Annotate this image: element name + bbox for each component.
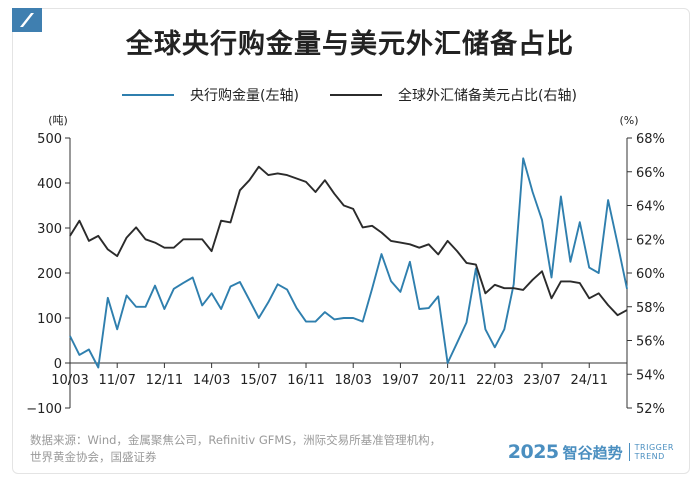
brand-name-en-line-1: TRIGGER (634, 443, 674, 452)
brand-name: 智谷趋势 (562, 443, 623, 462)
left-tick-label: 300 (37, 222, 62, 237)
x-tick-label: 12/11 (146, 373, 183, 388)
data-source-note: 数据来源：Wind，金属聚焦公司，Refinitiv GFMS，洲际交易所基准管… (30, 432, 441, 466)
right-tick-label: 56% (636, 335, 665, 350)
x-tick-label: 18/03 (334, 373, 371, 388)
x-tick-label: 11/07 (98, 373, 135, 388)
legend-label-usd: 全球外汇储备美元占比(右轴) (398, 88, 577, 104)
right-tick-label: 66% (636, 166, 665, 181)
legend-label-gold: 央行购金量(左轴) (190, 88, 299, 104)
x-tick-label: 10/03 (51, 373, 88, 388)
brand-name-en-line-2: TREND (634, 452, 665, 461)
legend-swatch-usd (330, 94, 382, 96)
series-line-usd-reserve-share (69, 165, 628, 317)
left-tick-label: −100 (26, 402, 62, 417)
source-line-2: 世界黄金协会，国盛证券 (30, 450, 157, 464)
x-tick-label: 15/07 (240, 373, 277, 388)
brand-name-en: TRIGGER TREND (628, 443, 674, 461)
left-tick-label: 100 (37, 312, 62, 327)
right-tick-label: 58% (636, 301, 665, 316)
chart-title: 全球央行购金量与美元外汇储备占比 (126, 29, 574, 60)
right-tick-label: 54% (636, 368, 665, 383)
right-tick-label: 68% (636, 132, 665, 147)
x-tick-label: 24/11 (571, 373, 608, 388)
corner-logo-icon (12, 8, 42, 32)
right-tick-label: 60% (636, 267, 665, 282)
left-tick-label: 500 (37, 132, 62, 147)
x-tick-label: 19/07 (382, 373, 419, 388)
right-tick-label: 62% (636, 233, 665, 248)
x-tick-label: 16/11 (287, 373, 324, 388)
right-tick-label: 52% (636, 402, 665, 417)
brand-logo: 2025 智谷趋势 TRIGGER TREND (508, 441, 674, 463)
left-tick-label: 200 (37, 267, 62, 282)
left-tick-label: 400 (37, 177, 62, 192)
x-tick-label: 22/03 (476, 373, 513, 388)
x-tick-label: 14/03 (193, 373, 230, 388)
right-axis-unit: (%) (619, 114, 638, 127)
chart-legend: 央行购金量(左轴) 全球外汇储备美元占比(右轴) (0, 84, 700, 106)
left-tick-label: 0 (54, 357, 62, 372)
series-line-gold-purchases (69, 157, 628, 369)
left-axis-unit: (吨) (48, 114, 68, 127)
legend-swatch-gold (122, 94, 174, 96)
x-tick-label: 23/07 (523, 373, 560, 388)
right-tick-label: 64% (636, 200, 665, 215)
legend-item-usd: 全球外汇储备美元占比(右轴) (330, 84, 577, 106)
x-tick-label: 20/11 (429, 373, 466, 388)
legend-item-gold: 央行购金量(左轴) (122, 84, 299, 106)
source-line-1: 数据来源：Wind，金属聚焦公司，Refinitiv GFMS，洲际交易所基准管… (30, 433, 442, 447)
brand-year: 2025 (507, 441, 559, 463)
